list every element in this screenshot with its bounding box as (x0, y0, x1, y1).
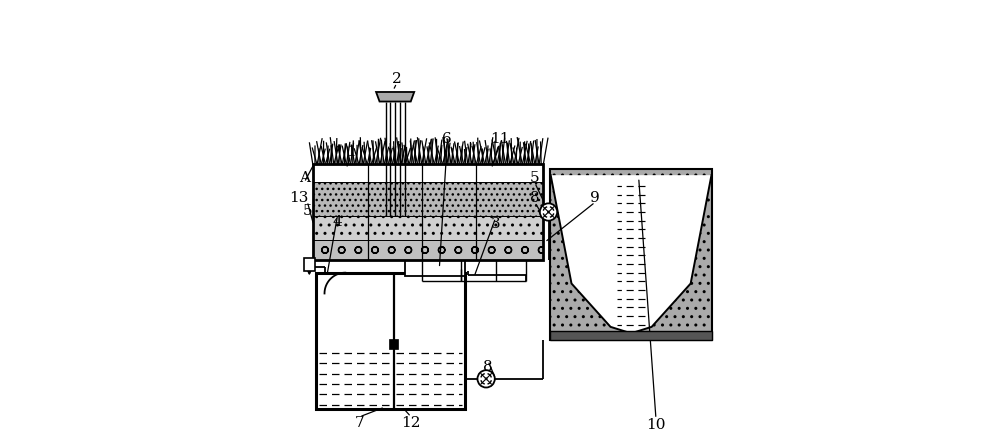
Text: 5: 5 (530, 171, 539, 185)
Polygon shape (376, 93, 414, 102)
Text: 4: 4 (333, 214, 342, 228)
Text: 5: 5 (302, 204, 312, 217)
Text: 6: 6 (442, 132, 452, 146)
Text: 9: 9 (590, 191, 600, 204)
Polygon shape (551, 176, 711, 338)
Text: 8: 8 (483, 359, 493, 373)
Bar (313, 165, 543, 260)
Bar (313, 240, 543, 260)
Text: 13: 13 (289, 191, 308, 204)
Bar (316, 273, 465, 409)
Bar (550, 332, 712, 340)
Bar (389, 339, 398, 349)
Bar (304, 258, 315, 271)
Text: 11: 11 (490, 132, 510, 146)
Text: 8: 8 (530, 191, 539, 204)
Circle shape (477, 370, 495, 388)
Circle shape (540, 204, 557, 221)
Bar (550, 169, 712, 340)
Circle shape (547, 211, 550, 214)
Bar (313, 182, 543, 217)
Text: 7: 7 (354, 415, 364, 429)
Text: 3: 3 (491, 217, 500, 230)
Text: 10: 10 (646, 418, 666, 431)
Bar (405, 257, 465, 276)
Text: 2: 2 (392, 72, 402, 85)
Text: 12: 12 (401, 415, 421, 429)
Bar (313, 217, 543, 240)
Text: A: A (299, 171, 310, 185)
Text: 1: 1 (346, 145, 355, 159)
Circle shape (485, 378, 487, 380)
